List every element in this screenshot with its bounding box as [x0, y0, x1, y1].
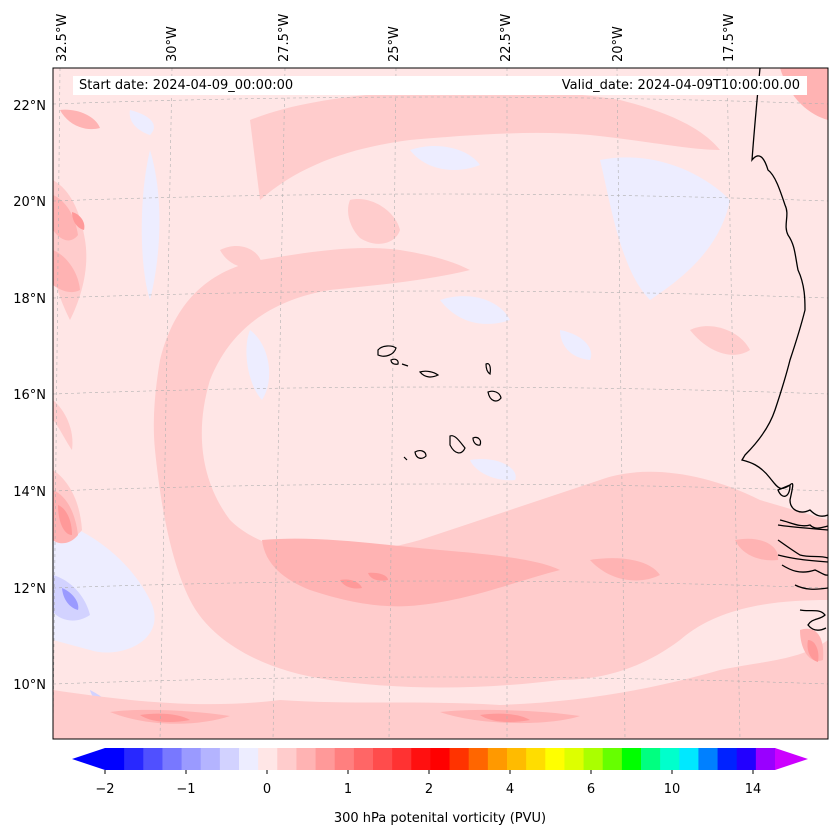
colorbar-cell	[755, 748, 776, 770]
colorbar-cell	[373, 748, 393, 770]
colorbar-max-extend	[775, 748, 808, 770]
colorbar-cell	[219, 748, 240, 770]
colorbar-cell	[296, 748, 317, 770]
colorbar-tick-labels: −2 −1 0 1 2 4 6 10 14	[95, 782, 761, 797]
colorbar-tick-label: 2	[425, 782, 433, 797]
lat-label: 12°N	[13, 582, 46, 597]
colorbar-cell	[353, 748, 374, 770]
longitude-labels: 32.5°W 30°W 27.5°W 25°W 22.5°W 20°W 17.5…	[55, 14, 737, 62]
lat-label: 16°N	[13, 388, 46, 403]
lon-label: 32.5°W	[55, 14, 70, 62]
lat-label: 22°N	[13, 99, 46, 114]
lat-label: 18°N	[13, 292, 46, 307]
colorbar-cell	[105, 748, 125, 770]
graticule	[53, 68, 828, 739]
colorbar-min-extend	[72, 748, 105, 770]
valid-date-label: Valid_date: 2024-04-09T10:00:00.00	[533, 76, 807, 95]
colorbar-cell	[736, 748, 757, 770]
lon-label: 17.5°W	[722, 14, 737, 62]
colorbar-cell	[200, 748, 221, 770]
africa-coastline	[740, 68, 828, 631]
colorbar-cell	[449, 748, 470, 770]
start-date-label: Start date: 2024-04-09_00:00:00	[73, 76, 539, 95]
colorbar-cell	[162, 748, 183, 770]
map-frame	[52, 67, 829, 740]
lon-label: 20°W	[611, 26, 626, 62]
colorbar-cell	[526, 748, 546, 770]
colorbar-tick-label: 1	[344, 782, 352, 797]
colorbar-cell	[698, 748, 719, 770]
colorbar-cell	[392, 748, 412, 770]
colorbar-cell	[430, 748, 451, 770]
colorbar-cell	[717, 748, 738, 770]
colorbar-cell	[334, 748, 355, 770]
lat-label: 14°N	[13, 485, 46, 500]
lon-label: 27.5°W	[277, 14, 292, 62]
colorbar-cell	[487, 748, 508, 770]
colorbar-tick-label: −1	[176, 782, 195, 797]
colorbar-cell	[660, 748, 680, 770]
pv-band-strong	[58, 212, 819, 723]
colorbar-cell	[181, 748, 202, 770]
colorbar-tick-label: 6	[587, 782, 595, 797]
gambia-coastline	[777, 524, 828, 563]
colorbar-cell	[507, 748, 527, 770]
latitude-labels: 22°N 20°N 18°N 16°N 14°N 12°N 10°N	[13, 99, 46, 693]
colorbar-cell	[641, 748, 661, 770]
colorbar-cell	[239, 748, 259, 770]
colorbar-cell	[124, 748, 144, 770]
colorbar: −2 −1 0 1 2 4 6 10 14 300 hPa potenital …	[72, 748, 808, 826]
colorbar-cell	[468, 748, 489, 770]
lat-label: 10°N	[13, 678, 46, 693]
colorbar-cell	[564, 748, 585, 770]
cape-verde-islands	[377, 345, 502, 461]
colorbar-tick-label: −2	[95, 782, 114, 797]
lon-label: 25°W	[387, 26, 402, 62]
colorbar-cells	[105, 748, 776, 770]
colorbar-label: 300 hPa potenital vorticity (PVU)	[334, 811, 546, 826]
colorbar-cell	[143, 748, 163, 770]
colorbar-cell	[602, 748, 623, 770]
colorbar-tick-label: 0	[263, 782, 271, 797]
lat-label: 20°N	[13, 195, 46, 210]
colorbar-cell	[411, 748, 431, 770]
colorbar-cell	[621, 748, 642, 770]
lon-label: 30°W	[165, 26, 180, 62]
colorbar-tick-label: 4	[506, 782, 514, 797]
map-panel	[53, 68, 828, 739]
colorbar-tick-label: 10	[664, 782, 681, 797]
colorbar-cell	[679, 748, 699, 770]
colorbar-cell	[545, 748, 565, 770]
colorbar-cell	[277, 748, 297, 770]
colorbar-cell	[315, 748, 336, 770]
colorbar-ticks	[104, 770, 754, 774]
lon-label: 22.5°W	[499, 14, 514, 62]
colorbar-cell	[583, 748, 604, 770]
colorbar-cell	[258, 748, 278, 770]
colorbar-tick-label: 14	[745, 782, 762, 797]
